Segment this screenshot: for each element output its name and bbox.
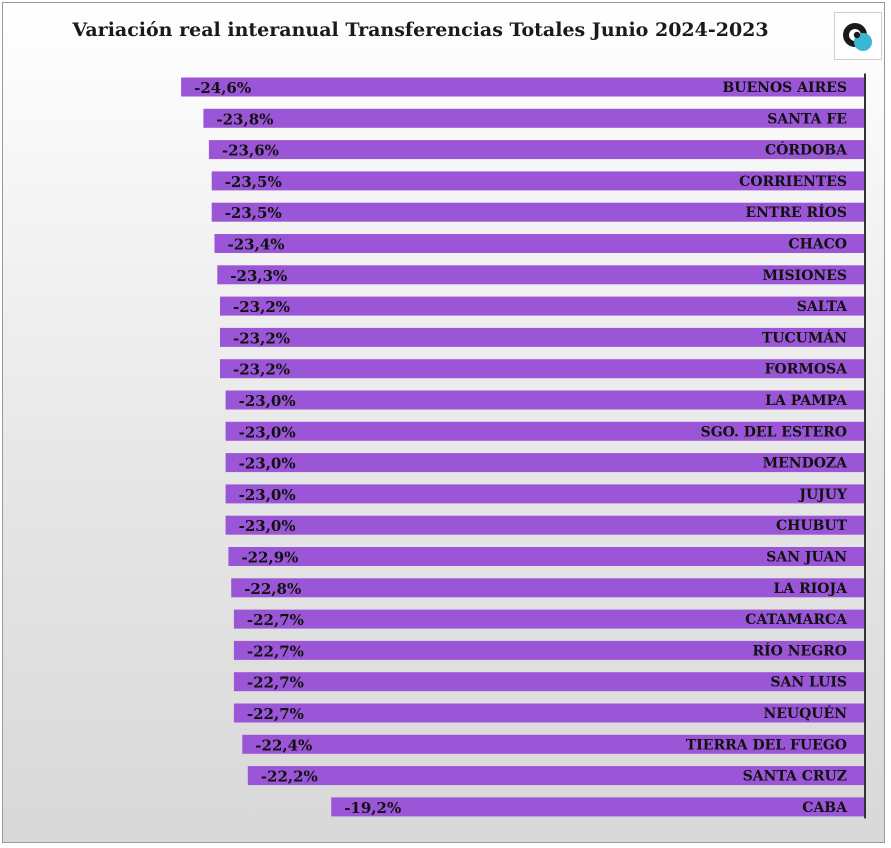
data-label: -23,0% [239,486,296,504]
data-label: -23,6% [222,142,279,160]
bar [203,108,865,128]
bar [231,578,865,598]
category-label: CABA [802,800,848,816]
data-label: -23,2% [233,298,290,316]
category-label: NEUQUÉN [763,704,847,722]
bar [225,390,866,410]
data-label: -23,0% [239,455,296,473]
bars-layer: -24,6% BUENOS AIRES -23,8% SANTA FE -23,6% CÓ… [181,77,866,817]
bar [331,797,865,817]
bar [208,140,865,160]
category-label: CHACO [788,237,847,253]
data-label: -22,9% [241,549,298,567]
category-label: SALTA [797,299,848,315]
data-label: -23,8% [216,110,273,128]
category-label: LA PAMPA [765,393,848,409]
data-label: -22,7% [247,705,304,723]
bar [233,609,865,629]
bar [225,453,866,473]
data-label: -23,0% [239,517,296,535]
category-label: SAN JUAN [766,550,847,566]
data-label: -22,7% [247,611,304,629]
bar [220,359,865,379]
bar [233,640,865,660]
data-label: -22,7% [247,674,304,692]
bar [242,734,866,754]
data-label: -22,4% [255,736,312,754]
bar [247,766,866,786]
data-label: -23,2% [233,329,290,347]
bar [233,672,865,692]
category-label: BUENOS AIRES [722,80,847,96]
data-label: -24,6% [194,79,251,97]
circle-logo-icon [843,23,872,51]
category-label: LA RIOJA [774,581,849,597]
data-label: -23,3% [230,267,287,285]
bar [225,515,866,535]
bar [214,234,865,253]
data-label: -23,0% [239,423,296,441]
data-label: -23,5% [225,173,282,191]
category-label: TUCUMÁN [762,328,847,346]
category-label: TIERRA DEL FUEGO [686,737,847,753]
category-label: SANTA CRUZ [743,769,847,785]
category-label: SANTA FE [767,111,847,127]
data-label: -22,7% [247,642,304,660]
bar [233,703,865,723]
category-label: CHUBUT [776,518,848,534]
bar [228,547,865,566]
bar [181,77,866,97]
category-label: FORMOSA [765,362,849,378]
category-label: CATAMARCA [745,612,848,628]
bar [220,296,865,316]
category-label: MENDOZA [763,456,849,472]
category-label: SAN LUIS [770,675,847,691]
bar [225,421,866,441]
data-label: -23,5% [225,204,282,222]
data-label: -19,2% [344,799,401,817]
category-label: JUJUY [797,487,848,503]
data-label: -23,4% [228,236,285,254]
logo [834,12,882,60]
data-label: -23,2% [233,361,290,379]
data-label: -22,2% [261,768,318,786]
data-label: -23,0% [239,392,296,410]
category-label: CÓRDOBA [765,141,848,159]
bar [225,484,866,504]
category-label: CORRIENTES [739,174,847,190]
chart-title: Variación real interanual Transferencias… [72,19,769,41]
bar [211,202,865,222]
bar [211,171,865,191]
bar [217,265,866,285]
data-label: -22,8% [244,580,301,598]
category-label: MISIONES [763,268,847,284]
category-label: RÍO NEGRO [752,641,847,659]
bar [220,327,865,347]
category-label: SGO. DEL ESTERO [701,424,847,440]
category-label: ENTRE RÍOS [745,203,847,221]
